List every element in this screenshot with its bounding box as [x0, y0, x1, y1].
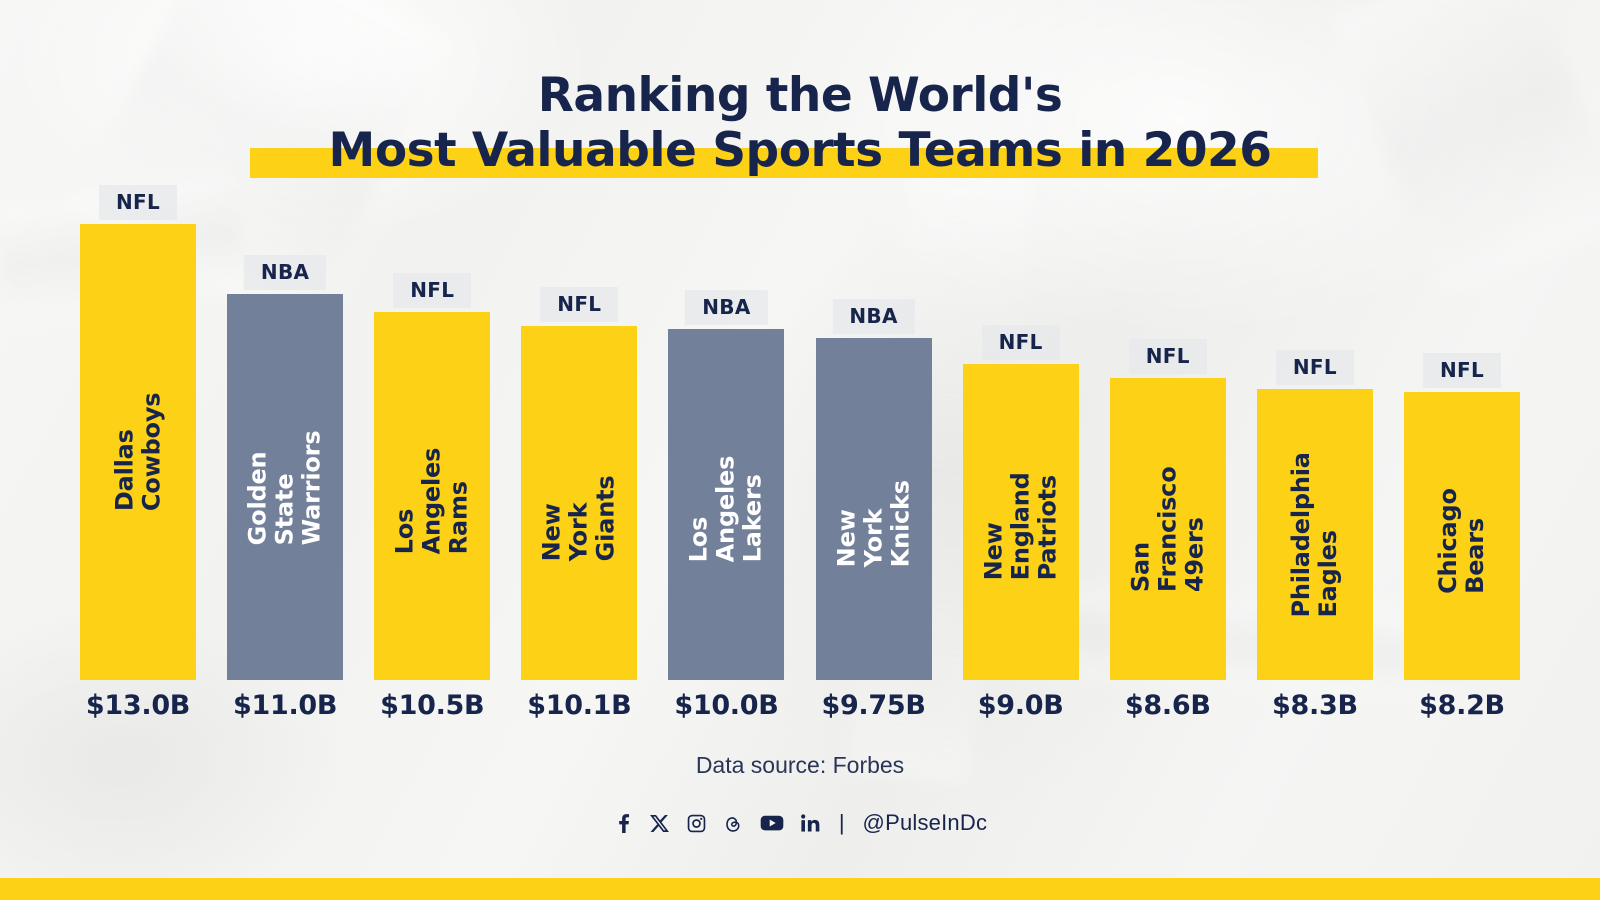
bar-team-label: Los Angeles Lakers: [685, 455, 767, 563]
bar: New York Knicks: [815, 338, 932, 680]
bar: Golden State Warriors: [227, 294, 344, 680]
bar-value-label: $10.1B: [527, 690, 632, 721]
bar: San Francisco 49ers: [1109, 378, 1226, 680]
page-title: Ranking the World's Most Valuable Sports…: [0, 68, 1600, 179]
bar: Los Angeles Rams: [374, 312, 491, 680]
bar-value-label: $10.0B: [674, 690, 779, 721]
bar-value-label: $8.3B: [1272, 690, 1358, 721]
social-handle[interactable]: @PulseInDc: [862, 810, 988, 835]
league-badge: NFL: [98, 185, 178, 220]
bar-group: NFL San Francisco 49ers $8.6B: [1109, 196, 1226, 721]
bar-team-label: Dallas Cowboys: [110, 392, 165, 512]
bar-value-label: $10.5B: [380, 690, 485, 721]
league-badge: NFL: [540, 287, 619, 322]
title-line-1: Ranking the World's: [537, 68, 1063, 123]
bar-value-label: $9.75B: [821, 690, 926, 721]
league-badge: NBA: [685, 290, 768, 325]
bottom-accent-strip: [0, 878, 1600, 900]
facebook-icon[interactable]: [613, 812, 633, 834]
league-badge: NFL: [1275, 350, 1354, 385]
bar-group: NFL Dallas Cowboys $13.0B: [80, 185, 196, 721]
league-badge: NFL: [981, 325, 1060, 360]
bar-team-label: San Francisco 49ers: [1126, 466, 1209, 592]
bar-group: NBA New York Knicks $9.75B: [815, 196, 932, 721]
league-badge: NBA: [243, 255, 327, 290]
threads-icon[interactable]: [723, 813, 744, 834]
bar-chart: NFL Dallas Cowboys $13.0B NBA Golden State W…: [80, 185, 1520, 721]
youtube-icon[interactable]: [760, 813, 784, 833]
bar-value-label: $13.0B: [85, 690, 191, 721]
league-badge: NFL: [1422, 353, 1502, 388]
bar: Philadelphia Eagles: [1256, 389, 1373, 680]
bar-value-label: $8.6B: [1124, 690, 1211, 721]
bar: New York Giants: [521, 326, 638, 680]
bar-team-label: New York Knicks: [832, 479, 914, 567]
league-badge: NFL: [1128, 339, 1207, 374]
bar-team-label: Golden State Warriors: [243, 430, 326, 545]
title-line-2-text: Most Valuable Sports Teams in 2026: [328, 123, 1272, 179]
bar-group: NFL New England Patriots $9.0B: [962, 196, 1079, 721]
bar: Dallas Cowboys: [80, 224, 196, 680]
social-separator: |: [838, 810, 845, 835]
social-links-row: | @PulseInDc: [0, 810, 1600, 836]
bar-value-label: $9.0B: [977, 690, 1064, 721]
title-line-2: Most Valuable Sports Teams in 2026: [0, 123, 1600, 178]
league-badge: NFL: [393, 273, 472, 308]
bar-group: NBA Golden State Warriors $11.0B: [227, 196, 344, 721]
bar: New England Patriots: [962, 364, 1079, 680]
bar-value-label: $8.2B: [1419, 690, 1505, 721]
data-source-label: Data source: Forbes: [695, 752, 905, 778]
bar: Los Angeles Lakers: [668, 329, 785, 680]
bar-group: NBA Los Angeles Lakers $10.0B: [668, 196, 785, 721]
bar-team-label: New England Patriots: [979, 472, 1062, 580]
bar-group: NFL Philadelphia Eagles $8.3B: [1256, 196, 1373, 721]
bar-group: NFL Los Angeles Rams $10.5B: [374, 196, 491, 721]
bar-team-label: New York Giants: [538, 475, 620, 561]
x-twitter-icon[interactable]: [649, 813, 670, 834]
league-badge: NBA: [832, 299, 915, 334]
linkedin-icon[interactable]: [800, 813, 821, 834]
title-highlight-bar: [250, 148, 1318, 178]
bar-value-label: $11.0B: [233, 690, 338, 721]
bar-group: NFL New York Giants $10.1B: [521, 196, 638, 721]
instagram-icon[interactable]: [686, 813, 707, 834]
bar-team-label: Chicago Bears: [1434, 488, 1489, 594]
bar-team-label: Los Angeles Rams: [390, 447, 473, 554]
bar-team-label: Philadelphia Eagles: [1287, 451, 1342, 618]
bar: Chicago Bears: [1403, 392, 1520, 680]
bar-group: NFL Chicago Bears $8.2B: [1403, 196, 1520, 721]
